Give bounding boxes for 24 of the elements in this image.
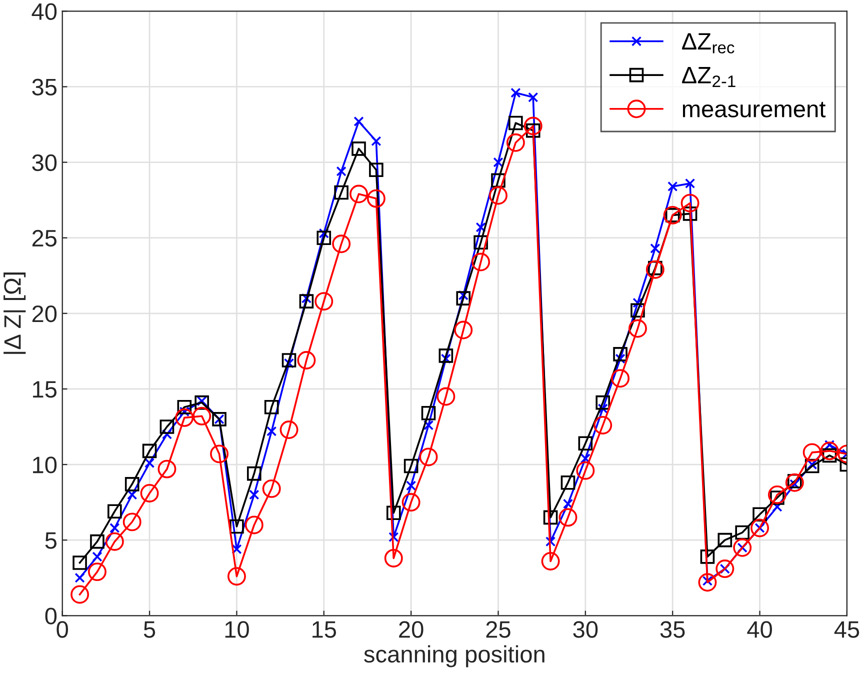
y-tick-label: 30 [32, 154, 57, 172]
legend-label: ΔZ$_{rec}$ [682, 33, 734, 54]
y-tick-label: 35 [32, 78, 57, 96]
x-tick-label: 0 [56, 621, 68, 638]
y-tick-label: 0 [45, 608, 57, 624]
x-tick-label: 35 [660, 621, 685, 638]
y-tick-label: 15 [33, 381, 57, 398]
x-tick-label: 10 [225, 621, 249, 638]
x-tick-label: 5 [144, 621, 156, 638]
legend-label: ΔZ$_{2-1}$ [682, 67, 736, 88]
y-axis-title: |Δ Z| [Ω] [4, 272, 26, 354]
x-tick-label: 30 [573, 621, 598, 638]
x-tick-label: 40 [747, 621, 772, 638]
y-tick-label: 40 [32, 3, 57, 20]
y-tick-label: 20 [32, 305, 57, 322]
x-tick-label: 45 [834, 621, 860, 638]
y-tick-label: 10 [33, 456, 57, 474]
x-tick-label: 25 [486, 621, 510, 638]
y-tick-label: 25 [32, 230, 57, 247]
y-tick-label: 5 [45, 532, 56, 549]
x-tick-label: 20 [399, 621, 424, 638]
legend-label: measurement [682, 102, 826, 118]
x-tick-label: 15 [312, 621, 336, 638]
x-axis-title: scanning position [364, 645, 544, 668]
